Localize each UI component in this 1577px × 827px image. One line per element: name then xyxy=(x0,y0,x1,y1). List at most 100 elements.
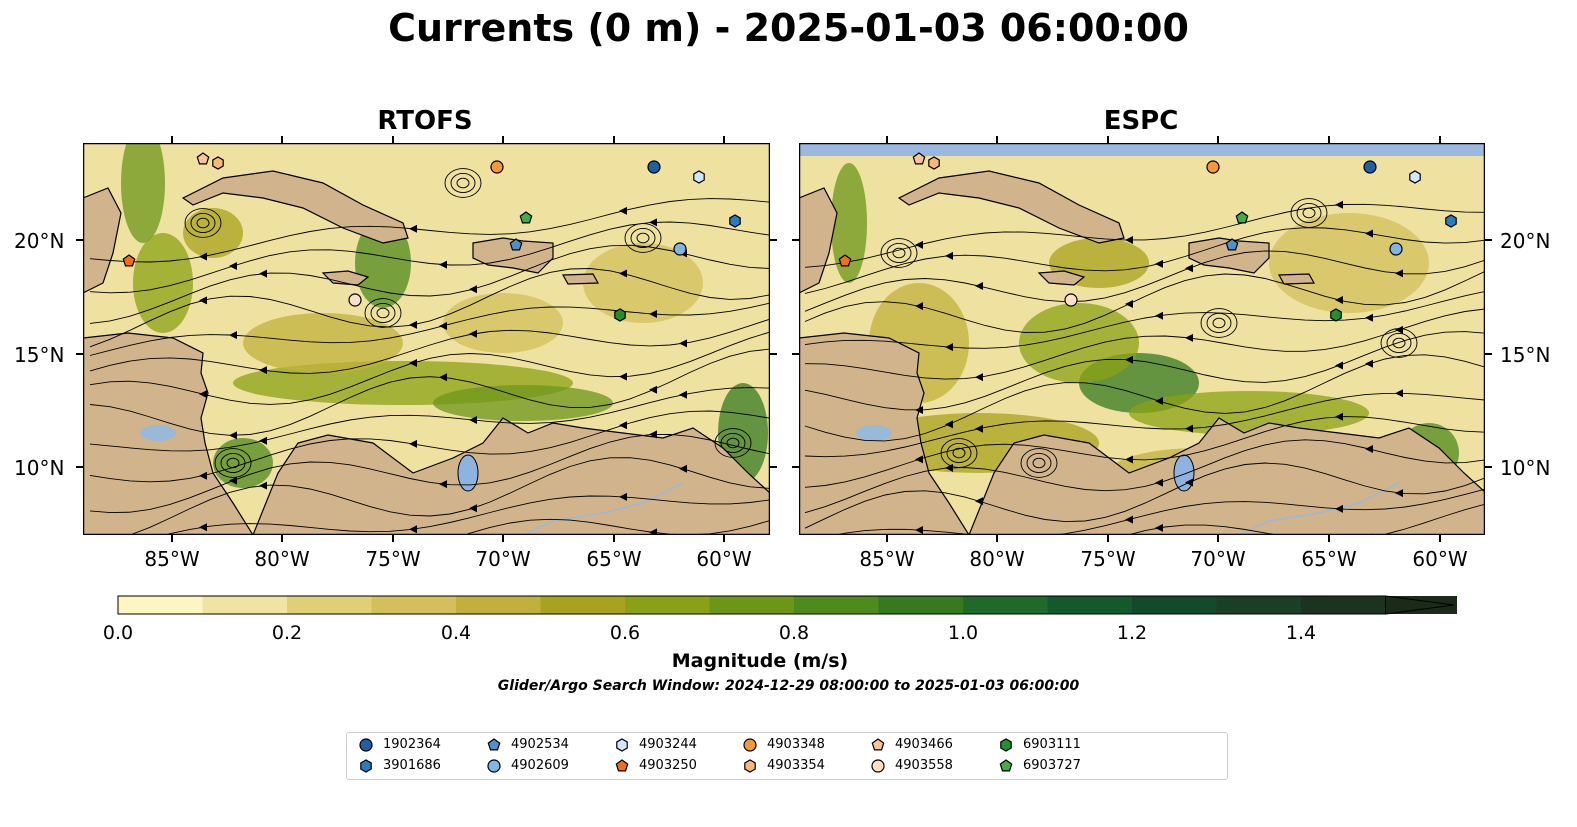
legend-marker-4903348 xyxy=(743,738,757,752)
eddy-ring xyxy=(450,172,476,194)
legend-marker-6903727 xyxy=(999,759,1013,772)
colorbar-tick-5: 1.0 xyxy=(947,622,979,644)
jamaica-land xyxy=(1037,270,1086,286)
map-panel-espc xyxy=(799,143,1485,535)
streamline-arrow xyxy=(619,492,627,501)
colorbar-tick-6: 1.2 xyxy=(1116,622,1148,644)
streamline-arrow xyxy=(1395,325,1403,334)
river xyxy=(1238,482,1400,535)
speed-field-patch xyxy=(1269,213,1429,313)
colorbar-segment xyxy=(118,596,203,614)
lon-label-65w-right: 65°W xyxy=(1301,547,1357,571)
speed-field-patch xyxy=(433,385,613,421)
float-marker-4902609 xyxy=(673,242,687,256)
streamline-arrow xyxy=(439,260,447,269)
eddy-ring xyxy=(1380,328,1418,358)
lake-nicaragua xyxy=(140,425,176,441)
hispaniola-land xyxy=(472,237,554,274)
puerto-rico-land xyxy=(1277,273,1316,285)
streamline-arrow xyxy=(1395,269,1403,278)
legend-label: 4903250 xyxy=(639,758,697,773)
lon-label-75w-right: 75°W xyxy=(1080,547,1136,571)
legend-marker-4903354 xyxy=(744,759,756,773)
eddy-ring xyxy=(184,208,222,238)
streamline xyxy=(804,354,1485,442)
hexagon-marker-icon xyxy=(1000,738,1012,752)
streamline-arrow xyxy=(1125,355,1133,364)
speed-field-patch xyxy=(831,163,867,283)
eddy-ring xyxy=(1026,452,1052,474)
streamline-arrow xyxy=(409,224,417,233)
colorbar-segment xyxy=(794,596,879,614)
streamline-arrow xyxy=(469,329,477,338)
streamline-arrow xyxy=(1155,311,1163,320)
river xyxy=(522,482,684,535)
colorbar-frame xyxy=(117,595,1386,615)
streamline-arrow xyxy=(619,206,627,215)
speed-field-patch xyxy=(133,233,193,333)
legend-marker-4902609 xyxy=(487,759,501,773)
colorbar-segment xyxy=(287,596,372,614)
float-marker-6903111 xyxy=(1330,308,1342,322)
lon-label-70w-left: 70°W xyxy=(475,547,531,571)
streamline xyxy=(1125,503,1485,535)
eddy-ring xyxy=(1302,207,1316,219)
streamline-arrow xyxy=(469,285,477,294)
streamline-arrow xyxy=(1365,229,1373,238)
colorbar-segment xyxy=(1301,596,1386,614)
streamline-arrow xyxy=(1335,296,1343,304)
streamline xyxy=(804,227,1485,294)
eddy-ring xyxy=(714,428,752,458)
lon-label-75w-left: 75°W xyxy=(365,547,421,571)
float-marker-4902534 xyxy=(1225,238,1239,251)
streamline-arrow xyxy=(915,240,923,249)
map-panel-rtofs xyxy=(83,143,770,535)
streamline-arrow xyxy=(649,385,657,394)
eddy-ring xyxy=(1206,312,1232,334)
lon-label-60w-right: 60°W xyxy=(1412,547,1468,571)
pentagon-marker-icon xyxy=(615,759,629,772)
eddy-ring xyxy=(946,442,972,464)
streamline-arrow xyxy=(439,322,447,330)
streamline-arrow xyxy=(199,523,207,532)
float-marker-4903558 xyxy=(348,293,362,307)
eddy-ring xyxy=(952,447,966,459)
streamline xyxy=(804,439,1485,514)
float-marker-6903727 xyxy=(519,211,533,224)
streamline-arrow xyxy=(915,302,923,311)
eddy-ring xyxy=(1020,448,1058,478)
south-america-land xyxy=(252,417,770,535)
legend-label: 4902609 xyxy=(511,758,569,773)
legend-marker-6903111 xyxy=(1000,738,1012,752)
streamline-arrow xyxy=(1185,424,1193,433)
circle-marker-icon xyxy=(743,738,757,752)
eddy-ring xyxy=(630,227,656,249)
panel-title-espc: ESPC xyxy=(1103,106,1179,136)
eddy-ring xyxy=(720,432,746,454)
speed-field-patch xyxy=(583,243,703,323)
eddy-ring xyxy=(726,437,740,449)
streamline-arrow xyxy=(1185,264,1193,273)
eddy-ring xyxy=(196,217,210,229)
colorbar-label: Magnitude (m/s) xyxy=(671,650,849,672)
hexagon-marker-icon xyxy=(360,759,372,773)
eddy-ring xyxy=(1200,308,1238,338)
streamline-arrow xyxy=(229,331,237,340)
panel-title-rtofs: RTOFS xyxy=(377,106,473,136)
eddy-ring xyxy=(456,177,470,189)
streamline-arrow xyxy=(945,343,953,352)
lake-nicaragua xyxy=(856,425,892,441)
lon-label-85w-right: 85°W xyxy=(859,547,915,571)
streamline-arrow xyxy=(945,251,953,260)
legend-marker-4902534 xyxy=(487,738,501,751)
eddy-ring xyxy=(892,247,906,259)
eddy-ring xyxy=(220,452,246,474)
streamline-arrow xyxy=(975,497,983,506)
streamline-arrow xyxy=(199,252,207,261)
colorbar-segment xyxy=(963,596,1048,614)
colorbar-segment xyxy=(625,596,710,614)
streamline-arrow xyxy=(259,436,267,445)
legend-label: 4903354 xyxy=(767,758,825,773)
colorbar-tick-7: 1.4 xyxy=(1285,622,1317,644)
eddy-ring xyxy=(886,242,912,264)
